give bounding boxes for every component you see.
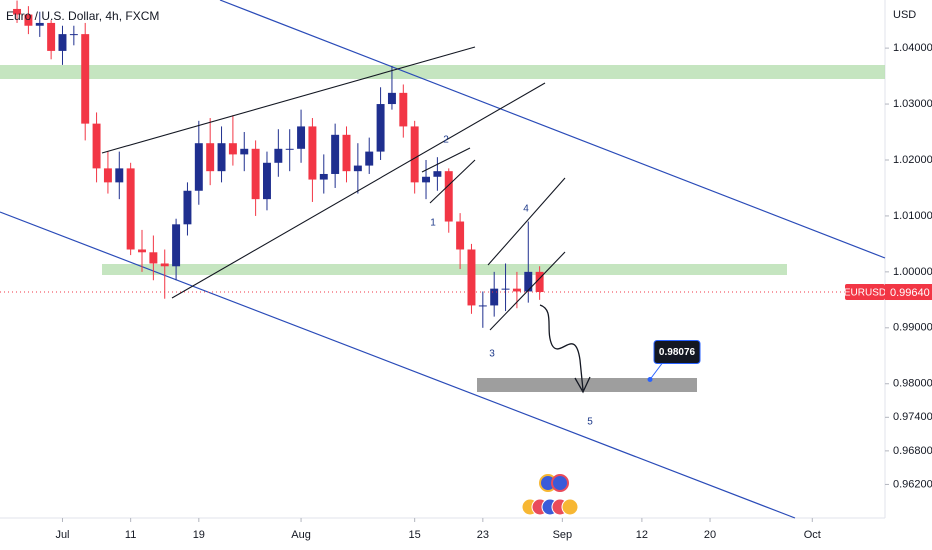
candle-body — [35, 22, 44, 26]
y-tick-label: 0.96200 — [893, 478, 932, 490]
x-tick-label: Oct — [804, 529, 821, 541]
wave-label: 4 — [523, 204, 529, 215]
candle-body — [365, 151, 374, 166]
trendlines — [101, 46, 566, 331]
wave-label: 2 — [443, 135, 449, 146]
candle-body — [206, 143, 215, 172]
channel-line — [219, 0, 886, 259]
candle-body — [512, 288, 521, 292]
candle-body — [285, 148, 294, 150]
y-tick-label: 0.96800 — [893, 445, 932, 457]
y-tick-label: 1.03000 — [893, 98, 932, 110]
x-tick-label: 11 — [125, 529, 136, 541]
candle-body — [115, 168, 124, 183]
candle-body — [319, 173, 328, 180]
candle-body — [274, 148, 283, 163]
candle-body — [308, 126, 317, 180]
callout-box — [653, 339, 701, 364]
candle-body — [353, 165, 362, 172]
x-tick-label: Sep — [553, 529, 573, 541]
x-tick-label: Aug — [291, 529, 311, 541]
candle-body — [410, 126, 419, 183]
candle-body — [251, 148, 260, 200]
candle-body — [263, 162, 271, 200]
wave-label: 5 — [587, 417, 593, 428]
candle-body — [103, 168, 112, 183]
candle-body — [331, 134, 340, 174]
candle-body — [376, 104, 385, 152]
y-tick-label: 1.01000 — [893, 210, 932, 222]
candle-body — [240, 148, 249, 155]
y-tick-label: 1.00000 — [893, 266, 932, 278]
candle-body — [194, 143, 203, 191]
y-tick-label: 0.99000 — [893, 322, 932, 334]
candle-body — [456, 221, 465, 250]
candle-body — [92, 123, 101, 169]
candle-body — [422, 176, 431, 183]
symbol-tag — [845, 284, 885, 301]
candle-body — [138, 249, 146, 253]
y-tick-label: 1.04000 — [893, 42, 932, 54]
candle-body — [387, 92, 396, 105]
candle-body — [58, 34, 67, 51]
target-point — [647, 376, 653, 382]
y-tick-label: 1.02000 — [893, 154, 932, 166]
target-zone — [477, 378, 697, 392]
chart-title: Euro / U.S. Dollar, 4h, FXCM — [6, 9, 159, 23]
x-tick-label: 19 — [193, 529, 205, 541]
symbol-label: EURUSD — [844, 288, 886, 299]
y-tick-label: 0.97400 — [893, 411, 932, 423]
candle-body — [535, 271, 544, 293]
candle-body — [399, 92, 408, 127]
candle-body — [172, 224, 181, 267]
candle-body — [126, 168, 135, 250]
x-tick-label: 12 — [636, 529, 648, 541]
candle-body — [467, 249, 476, 306]
candle-body — [490, 288, 499, 306]
candle-body — [524, 271, 533, 292]
candle-body — [433, 171, 442, 177]
y-axis-label: USD — [893, 9, 916, 21]
candle-body — [24, 14, 33, 26]
x-tick-label: 23 — [477, 529, 489, 541]
candle-body — [81, 34, 90, 124]
projection-arrow — [539, 304, 584, 391]
candle-body — [501, 288, 510, 290]
candle-body — [297, 126, 306, 149]
event-icons — [521, 474, 579, 516]
candle-body — [217, 143, 226, 172]
wave-label: 1 — [430, 218, 436, 229]
candle-body — [478, 305, 487, 307]
candle-body — [183, 190, 192, 225]
candle-body — [342, 134, 351, 172]
candle-body — [160, 263, 169, 267]
support-zone — [102, 264, 787, 275]
channel-line — [0, 211, 796, 519]
resistance-zone — [0, 65, 885, 79]
candle-body — [228, 143, 237, 155]
arrow-head — [574, 376, 591, 394]
y-tick-label: 0.98000 — [893, 378, 932, 390]
x-tick-label: Jul — [55, 529, 69, 541]
candle-body — [149, 252, 158, 264]
price-tag — [885, 284, 932, 301]
x-tick-label: 20 — [704, 529, 716, 541]
wave-label: 3 — [489, 349, 495, 360]
candle-body — [13, 8, 22, 15]
callout-label: 0.98076 — [659, 347, 696, 358]
price-tag-label: 0.99640 — [890, 287, 930, 299]
candle-body — [69, 34, 78, 36]
callout-pointer — [649, 363, 663, 380]
candle-body — [47, 22, 56, 51]
candle-body — [444, 171, 453, 222]
x-tick-label: 15 — [409, 529, 421, 541]
